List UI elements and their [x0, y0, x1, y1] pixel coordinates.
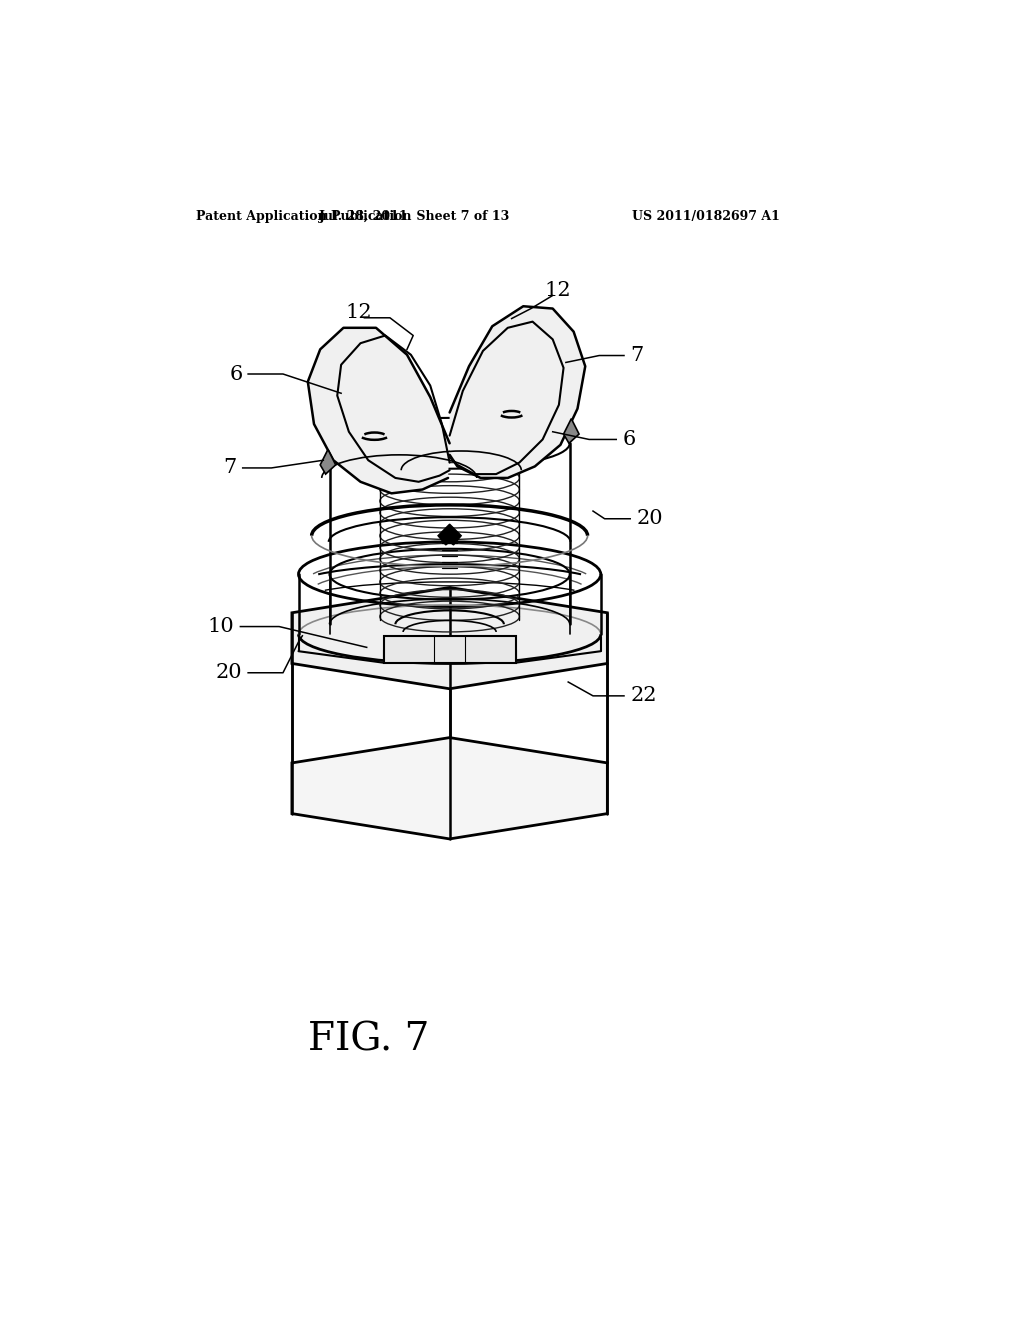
Text: 10: 10 — [208, 616, 234, 636]
Text: 6: 6 — [229, 364, 243, 384]
Text: 20: 20 — [215, 663, 242, 682]
Text: US 2011/0182697 A1: US 2011/0182697 A1 — [632, 210, 779, 223]
Text: 22: 22 — [630, 686, 656, 705]
Polygon shape — [563, 418, 579, 444]
Text: 12: 12 — [346, 302, 373, 322]
Polygon shape — [321, 449, 336, 474]
Text: Jul. 28, 2011  Sheet 7 of 13: Jul. 28, 2011 Sheet 7 of 13 — [319, 210, 510, 223]
Polygon shape — [308, 327, 450, 494]
Polygon shape — [292, 587, 607, 689]
Text: 7: 7 — [223, 458, 237, 478]
Text: 20: 20 — [636, 510, 663, 528]
Text: Patent Application Publication: Patent Application Publication — [197, 210, 412, 223]
Polygon shape — [384, 636, 515, 663]
Polygon shape — [450, 306, 586, 478]
Polygon shape — [438, 524, 461, 545]
Text: 12: 12 — [545, 281, 571, 301]
Text: FIG. 7: FIG. 7 — [307, 1022, 429, 1059]
Text: 6: 6 — [623, 430, 636, 449]
Text: 7: 7 — [630, 346, 643, 366]
Polygon shape — [292, 738, 607, 840]
